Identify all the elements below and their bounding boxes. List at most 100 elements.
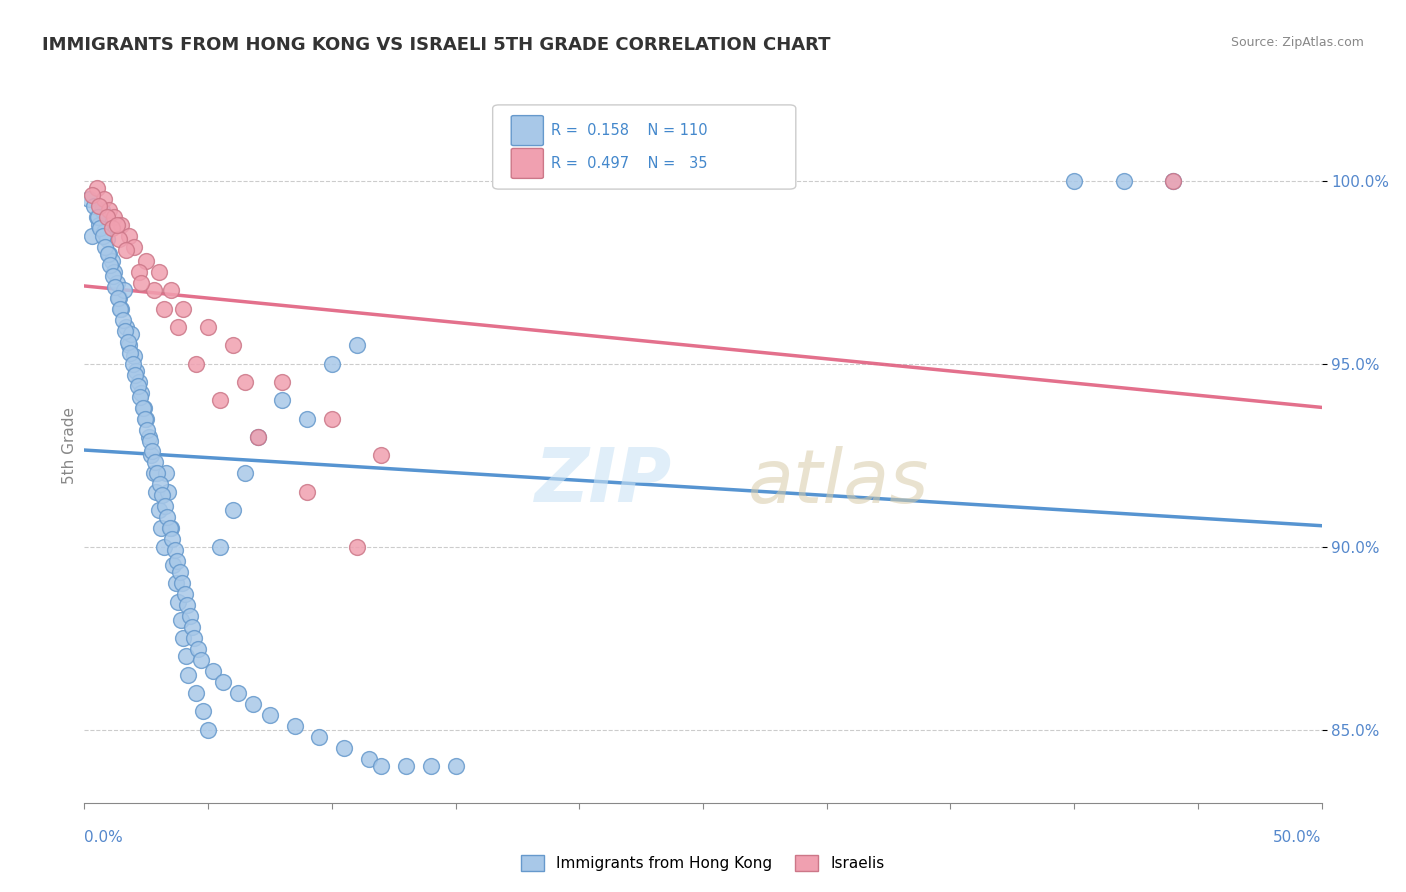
Point	[357, 752, 380, 766]
Point	[222, 338, 245, 352]
Text: atlas: atlas	[748, 446, 929, 517]
Point	[152, 301, 174, 316]
Point	[86, 181, 108, 195]
Point	[93, 225, 115, 239]
Point	[100, 254, 122, 268]
Point	[150, 488, 173, 502]
Point	[202, 664, 225, 678]
Point	[115, 244, 138, 258]
Point	[191, 704, 214, 718]
Point	[98, 247, 121, 261]
Point	[122, 239, 145, 253]
Point	[142, 467, 165, 481]
Point	[148, 265, 170, 279]
Point	[135, 411, 157, 425]
Point	[346, 338, 368, 352]
Point	[173, 587, 195, 601]
Point	[131, 401, 153, 415]
Point	[96, 211, 118, 225]
Point	[222, 503, 245, 517]
Point	[284, 719, 307, 733]
Point	[128, 265, 150, 279]
Point	[94, 239, 117, 253]
Point	[135, 254, 157, 268]
Point	[172, 631, 194, 645]
Point	[170, 613, 193, 627]
Point	[370, 759, 392, 773]
Point	[167, 594, 190, 608]
Point	[103, 265, 125, 279]
Point	[209, 540, 232, 554]
Point	[190, 653, 212, 667]
Point	[333, 740, 356, 755]
Point	[118, 338, 141, 352]
Point	[93, 192, 115, 206]
Point	[226, 686, 249, 700]
Point	[108, 232, 131, 246]
Point	[187, 642, 209, 657]
Point	[101, 268, 124, 283]
Point	[160, 533, 183, 547]
Point	[132, 401, 155, 415]
Point	[110, 218, 132, 232]
Point	[111, 312, 134, 326]
Point	[90, 202, 112, 217]
Text: Source: ZipAtlas.com: Source: ZipAtlas.com	[1230, 36, 1364, 49]
FancyBboxPatch shape	[492, 105, 796, 189]
Point	[172, 576, 194, 591]
Point	[80, 188, 103, 202]
Point	[395, 759, 418, 773]
Point	[153, 500, 176, 514]
Point	[181, 620, 204, 634]
Point	[370, 448, 392, 462]
Point	[259, 708, 281, 723]
Point	[176, 598, 198, 612]
FancyBboxPatch shape	[512, 116, 543, 145]
Y-axis label: 5th Grade: 5th Grade	[62, 408, 77, 484]
Point	[103, 211, 125, 225]
Point	[134, 411, 156, 425]
Point	[108, 291, 131, 305]
Point	[174, 649, 197, 664]
Point	[1063, 174, 1085, 188]
Point	[89, 221, 111, 235]
Point	[138, 430, 160, 444]
Point	[79, 192, 101, 206]
Point	[1112, 174, 1135, 188]
Point	[162, 558, 184, 572]
Point	[105, 276, 128, 290]
Point	[295, 411, 318, 425]
Point	[246, 430, 269, 444]
Point	[128, 375, 150, 389]
Point	[346, 540, 368, 554]
Point	[321, 357, 343, 371]
Point	[129, 386, 152, 401]
Point	[110, 301, 132, 316]
Point	[160, 284, 183, 298]
Point	[110, 301, 132, 316]
Point	[167, 320, 190, 334]
Point	[107, 291, 129, 305]
FancyBboxPatch shape	[512, 148, 543, 178]
Point	[149, 477, 172, 491]
Point	[212, 675, 235, 690]
Point	[166, 554, 188, 568]
Point	[86, 211, 108, 225]
Point	[122, 349, 145, 363]
Text: 0.0%: 0.0%	[84, 830, 124, 845]
Point	[1161, 174, 1184, 188]
Point	[148, 503, 170, 517]
Point	[139, 434, 162, 448]
Point	[117, 334, 139, 349]
Point	[124, 368, 146, 382]
Point	[321, 411, 343, 425]
Point	[91, 228, 114, 243]
Point	[96, 232, 118, 246]
Point	[97, 247, 120, 261]
Point	[271, 375, 294, 389]
Point	[183, 631, 205, 645]
Point	[98, 202, 121, 217]
Point	[159, 521, 181, 535]
Point	[129, 390, 152, 404]
Point	[105, 218, 128, 232]
